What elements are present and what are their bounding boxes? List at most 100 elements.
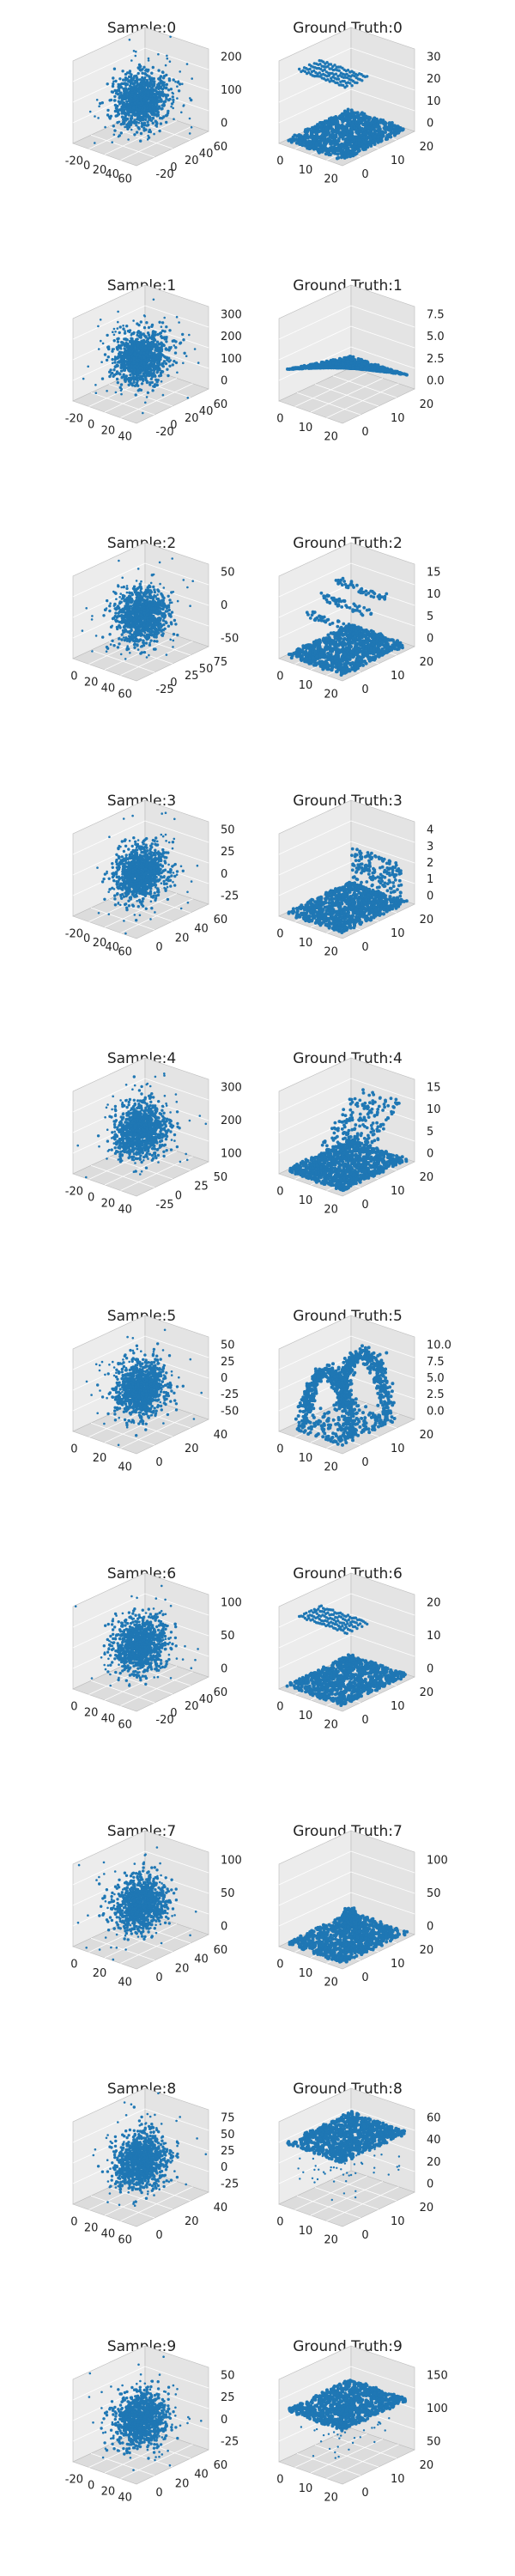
data-point bbox=[381, 132, 385, 136]
data-point bbox=[133, 84, 136, 87]
data-point bbox=[342, 366, 345, 369]
data-point bbox=[324, 69, 326, 71]
data-point bbox=[118, 136, 120, 138]
data-point bbox=[128, 358, 130, 361]
data-point bbox=[118, 103, 121, 106]
data-point bbox=[102, 343, 105, 345]
data-point bbox=[301, 143, 305, 147]
data-point bbox=[168, 98, 171, 100]
data-point bbox=[336, 139, 339, 143]
x-tick-label: 0 bbox=[276, 413, 283, 426]
data-point bbox=[112, 81, 115, 83]
data-point bbox=[117, 311, 119, 313]
data-point bbox=[136, 360, 139, 362]
data-point bbox=[381, 368, 385, 372]
data-point bbox=[174, 346, 177, 349]
data-point bbox=[149, 94, 152, 97]
subplot-3: Ground Truth:101020 010200.02.55.07.5 bbox=[276, 277, 444, 443]
data-point bbox=[168, 346, 171, 349]
data-point bbox=[153, 80, 155, 82]
data-point bbox=[141, 341, 143, 343]
data-point bbox=[124, 331, 126, 334]
data-point bbox=[385, 122, 388, 125]
data-point bbox=[125, 363, 128, 366]
data-point bbox=[120, 344, 123, 347]
data-point bbox=[100, 319, 102, 321]
data-point bbox=[152, 122, 154, 125]
data-point bbox=[136, 106, 138, 108]
data-point bbox=[189, 118, 191, 120]
data-point bbox=[128, 88, 130, 90]
data-point bbox=[147, 337, 149, 340]
data-point bbox=[139, 140, 142, 143]
data-point bbox=[403, 373, 406, 376]
data-point bbox=[160, 81, 162, 83]
data-point bbox=[136, 337, 138, 340]
data-point bbox=[321, 366, 324, 369]
data-point bbox=[150, 337, 153, 340]
data-point bbox=[115, 392, 118, 394]
data-point bbox=[309, 143, 312, 146]
data-point bbox=[136, 79, 138, 82]
data-point bbox=[169, 36, 172, 39]
data-point bbox=[148, 59, 150, 62]
data-point bbox=[118, 373, 121, 375]
data-point bbox=[122, 121, 124, 124]
data-point bbox=[133, 357, 136, 360]
data-point bbox=[129, 39, 131, 41]
y-tick-label: 10 bbox=[391, 155, 405, 167]
data-point bbox=[154, 591, 156, 593]
data-point bbox=[120, 123, 123, 125]
data-point bbox=[357, 149, 360, 152]
data-point bbox=[312, 138, 316, 142]
data-point bbox=[101, 101, 104, 104]
data-point bbox=[347, 111, 350, 114]
data-point bbox=[348, 118, 352, 121]
data-point bbox=[141, 382, 143, 385]
data-point bbox=[128, 384, 130, 386]
z-tick-label: 200 bbox=[221, 331, 242, 343]
data-point bbox=[346, 148, 349, 151]
data-point bbox=[154, 100, 157, 103]
data-point bbox=[127, 368, 130, 371]
data-point bbox=[148, 381, 151, 384]
data-point bbox=[178, 89, 180, 92]
data-point bbox=[145, 641, 148, 644]
data-point bbox=[356, 361, 360, 364]
data-point bbox=[166, 55, 168, 58]
data-point bbox=[124, 355, 127, 357]
data-point bbox=[144, 346, 147, 349]
data-point bbox=[117, 93, 119, 95]
data-point bbox=[135, 55, 137, 58]
data-point bbox=[141, 116, 143, 118]
data-point bbox=[121, 116, 124, 118]
data-point bbox=[141, 89, 143, 92]
data-point bbox=[120, 341, 123, 343]
data-point bbox=[321, 139, 324, 143]
data-point bbox=[157, 353, 160, 355]
data-point bbox=[168, 365, 171, 368]
data-point bbox=[148, 326, 150, 329]
data-point bbox=[330, 63, 332, 65]
data-point bbox=[116, 105, 118, 107]
data-point bbox=[161, 608, 164, 611]
data-point bbox=[167, 625, 170, 628]
data-point bbox=[167, 349, 170, 351]
data-point bbox=[118, 642, 120, 645]
data-point bbox=[336, 121, 339, 125]
data-point bbox=[365, 138, 368, 142]
data-point bbox=[148, 97, 151, 100]
data-point bbox=[151, 342, 154, 344]
data-point bbox=[176, 316, 179, 319]
data-point bbox=[161, 337, 164, 339]
data-point bbox=[120, 393, 123, 396]
data-point bbox=[375, 364, 379, 368]
data-point bbox=[153, 299, 155, 301]
data-point bbox=[123, 101, 125, 104]
data-point bbox=[150, 374, 153, 377]
data-point bbox=[182, 362, 185, 365]
data-point bbox=[324, 146, 327, 149]
data-point bbox=[132, 331, 135, 334]
data-point bbox=[143, 107, 146, 110]
data-point bbox=[397, 125, 400, 129]
